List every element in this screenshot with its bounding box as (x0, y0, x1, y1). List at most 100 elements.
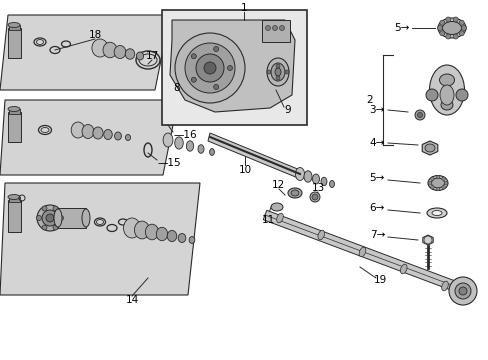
Ellipse shape (320, 177, 326, 186)
Circle shape (285, 70, 288, 74)
Ellipse shape (125, 49, 135, 59)
Text: 6→: 6→ (369, 203, 384, 213)
Polygon shape (170, 20, 294, 112)
Text: 2: 2 (366, 95, 372, 105)
Circle shape (265, 26, 270, 31)
Circle shape (435, 187, 439, 191)
Ellipse shape (92, 39, 108, 57)
Ellipse shape (287, 188, 302, 198)
Circle shape (42, 225, 47, 230)
Bar (8, 200, 21, 232)
Circle shape (429, 177, 433, 181)
Circle shape (425, 89, 437, 101)
Circle shape (266, 70, 270, 74)
Circle shape (37, 216, 41, 220)
Text: 13: 13 (311, 183, 324, 193)
Circle shape (455, 89, 467, 101)
Circle shape (429, 185, 433, 189)
Ellipse shape (439, 85, 453, 105)
Circle shape (458, 287, 466, 295)
Circle shape (42, 206, 47, 211)
Bar (8, 28, 21, 58)
Ellipse shape (125, 135, 130, 140)
Text: —16: —16 (174, 130, 197, 140)
Ellipse shape (295, 167, 304, 180)
Polygon shape (0, 183, 200, 295)
Bar (9, 197, 20, 202)
Ellipse shape (156, 227, 167, 241)
Circle shape (458, 20, 463, 25)
Circle shape (59, 216, 63, 220)
Bar (8, 112, 21, 142)
Ellipse shape (198, 145, 203, 153)
Circle shape (423, 236, 431, 244)
Text: 19: 19 (373, 275, 386, 285)
Text: 5→: 5→ (394, 23, 409, 33)
Ellipse shape (431, 211, 441, 216)
Ellipse shape (274, 68, 281, 76)
Circle shape (53, 225, 58, 230)
Ellipse shape (270, 63, 285, 81)
Ellipse shape (123, 218, 140, 238)
Circle shape (196, 54, 224, 82)
Text: 9: 9 (284, 105, 291, 115)
Polygon shape (0, 100, 178, 175)
Text: 8: 8 (173, 83, 180, 93)
Ellipse shape (178, 234, 185, 243)
Circle shape (452, 17, 457, 22)
Ellipse shape (427, 176, 447, 190)
Ellipse shape (266, 58, 288, 86)
Circle shape (275, 76, 280, 80)
Ellipse shape (428, 65, 464, 115)
Ellipse shape (167, 230, 176, 242)
Circle shape (437, 26, 442, 31)
Circle shape (37, 205, 63, 231)
Bar (9, 109, 20, 114)
Circle shape (443, 181, 447, 185)
Circle shape (439, 31, 444, 36)
Circle shape (445, 17, 450, 22)
Polygon shape (421, 141, 437, 155)
Text: 5→: 5→ (369, 173, 384, 183)
Circle shape (275, 64, 280, 68)
Ellipse shape (400, 264, 406, 274)
Circle shape (439, 20, 444, 25)
Ellipse shape (82, 125, 94, 139)
Circle shape (279, 26, 284, 31)
Circle shape (458, 31, 463, 36)
Ellipse shape (189, 237, 195, 243)
Ellipse shape (426, 208, 446, 218)
Circle shape (448, 277, 476, 305)
Ellipse shape (304, 171, 311, 182)
Ellipse shape (439, 74, 453, 86)
Circle shape (435, 175, 439, 179)
Text: 3→: 3→ (369, 105, 384, 115)
Circle shape (417, 113, 422, 117)
Polygon shape (263, 210, 466, 295)
Ellipse shape (359, 247, 365, 257)
Ellipse shape (441, 281, 447, 291)
Circle shape (445, 34, 450, 39)
Ellipse shape (82, 209, 90, 227)
Text: 17: 17 (145, 51, 158, 61)
Ellipse shape (71, 122, 84, 138)
Ellipse shape (54, 209, 62, 227)
Text: 12: 12 (271, 180, 284, 190)
Circle shape (46, 214, 54, 222)
Circle shape (427, 181, 431, 185)
Text: 7→: 7→ (369, 230, 384, 240)
Text: —15: —15 (158, 158, 181, 168)
Circle shape (414, 110, 424, 120)
Ellipse shape (145, 224, 158, 240)
Polygon shape (207, 133, 299, 178)
Ellipse shape (8, 23, 20, 27)
Ellipse shape (442, 22, 461, 35)
Ellipse shape (329, 180, 334, 188)
Ellipse shape (440, 100, 452, 110)
Ellipse shape (103, 130, 112, 140)
Ellipse shape (209, 149, 214, 156)
Ellipse shape (174, 137, 183, 149)
Ellipse shape (437, 18, 465, 38)
Ellipse shape (430, 178, 444, 188)
Circle shape (42, 210, 58, 226)
